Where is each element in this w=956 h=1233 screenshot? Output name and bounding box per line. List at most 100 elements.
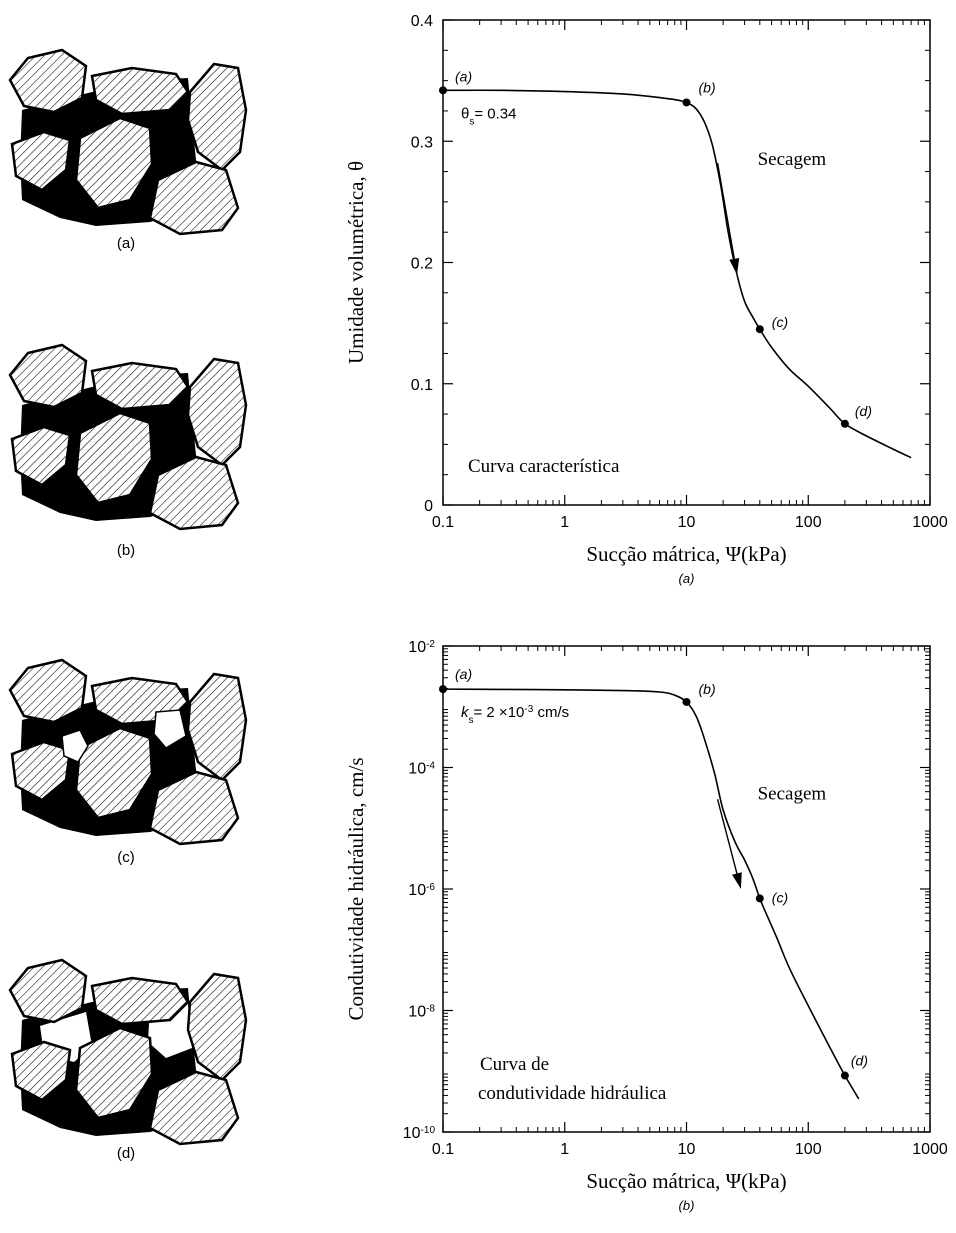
x-tick-label: 1000 — [912, 1141, 948, 1158]
tick-base: 10 — [408, 639, 426, 656]
drying-arrow — [716, 162, 735, 259]
soil-grain — [8, 343, 88, 409]
plot-frame — [442, 19, 931, 506]
soil-grain — [74, 726, 154, 820]
soil-caption-a: (a) — [117, 235, 135, 252]
curve-points: (a) (b) (c) (d) — [439, 68, 872, 428]
chart-caption: (b) — [679, 1198, 695, 1213]
tick-exponent: -2 — [426, 639, 435, 650]
subscript-s: s — [469, 715, 474, 726]
curve-name: Curva característica — [468, 456, 620, 477]
saturated-value: = 0.34 — [474, 105, 516, 122]
y-tick-label: 10-2 — [408, 639, 435, 657]
drying-arrow — [716, 799, 738, 874]
curve-point — [439, 685, 447, 694]
soil-grain — [74, 116, 154, 210]
point-label: (b) — [699, 79, 716, 95]
curve-point — [439, 86, 447, 95]
tick-exponent: -4 — [426, 760, 435, 771]
air-bubble — [61, 729, 89, 763]
point-label: (b) — [699, 681, 716, 697]
soil-grain — [148, 160, 240, 236]
x-tick-label: 0.1 — [432, 514, 454, 531]
soil-grain — [10, 130, 72, 192]
tick-exponent: -8 — [426, 1003, 435, 1014]
soil-grain — [186, 62, 248, 172]
soil-grain — [8, 958, 88, 1024]
soil-grain — [148, 1070, 240, 1146]
soil-grain — [10, 425, 72, 487]
y-tick-label: 0 — [424, 498, 433, 515]
soil-grain — [186, 672, 248, 782]
soil-caption-d: (d) — [117, 1145, 135, 1162]
x-tick-label: 1 — [560, 1141, 569, 1158]
y-axis-label: Condutividade hidráulica, cm/s — [344, 757, 368, 1020]
tick-base: 10 — [403, 1125, 421, 1142]
tick-exponent: -6 — [426, 882, 435, 893]
drying-arrowhead — [732, 872, 742, 889]
soil-caption-c: (c) — [117, 849, 135, 866]
saturated-water-content: θs= 0.34 — [461, 105, 516, 127]
saturated-conductivity: ks= 2 ×10-3 cm/s — [461, 704, 569, 726]
curve-point — [840, 1071, 849, 1080]
soil-grain — [74, 411, 154, 505]
soil-grain — [148, 455, 240, 531]
soil-grain — [8, 658, 88, 724]
soil-panel-a — [8, 48, 248, 236]
soil-caption-b: (b) — [117, 542, 135, 559]
tick-exponent: -10 — [421, 1125, 436, 1136]
soil-grain — [8, 48, 88, 114]
x-axis-label: Sucção mátrica, Ψ(kPa) — [586, 1169, 786, 1193]
x-tick-label: 10 — [678, 1141, 696, 1158]
tick-base: 10 — [408, 761, 426, 778]
soil-grain — [74, 1026, 154, 1120]
y-tick-label: 0.4 — [411, 13, 433, 30]
soil-grain — [90, 66, 190, 116]
x-tick-label: 10 — [678, 514, 696, 531]
point-label: (a) — [455, 666, 472, 682]
curve-point — [840, 419, 849, 428]
y-tick-label: 10-4 — [408, 760, 435, 778]
curve-point — [755, 325, 764, 334]
soil-grain — [90, 976, 190, 1026]
x-axis-label: Sucção mátrica, Ψ(kPa) — [586, 542, 786, 566]
curve-points: (a) (b) (c) (d) — [439, 666, 868, 1080]
curve-name-line2: condutividade hidráulica — [478, 1083, 667, 1104]
soil-panel-b — [8, 343, 248, 531]
curve-point — [755, 894, 764, 903]
x-tick-label: 100 — [795, 514, 822, 531]
soil-grain — [186, 972, 248, 1082]
soil-grain — [10, 1040, 72, 1102]
y-tick-label: 0.2 — [411, 256, 433, 273]
curve-point — [682, 697, 691, 706]
x-tick-label: 100 — [795, 1141, 822, 1158]
theta-symbol: θ — [461, 105, 469, 122]
point-label: (d) — [855, 403, 872, 419]
tick-base: 10 — [408, 882, 426, 899]
y-axis-label: Umidade volumétrica, θ — [344, 161, 368, 364]
curve-name-line1: Curva de — [480, 1054, 549, 1075]
point-label: (c) — [772, 889, 788, 905]
y-tick-label: 10-8 — [408, 1003, 435, 1021]
soil-water-characteristic-curve — [442, 89, 912, 459]
saturated-value: = 2 ×10 — [474, 704, 525, 721]
chart-caption: (a) — [679, 571, 695, 586]
k-symbol: k — [461, 704, 470, 721]
hydraulic-conductivity-curve — [442, 688, 860, 1100]
soil-panel-d — [8, 958, 248, 1146]
point-label: (a) — [455, 68, 472, 84]
soil-grain — [148, 770, 240, 846]
x-tick-label: 0.1 — [432, 1141, 454, 1158]
unit: cm/s — [533, 704, 569, 721]
y-tick-label: 10-10 — [403, 1125, 436, 1143]
y-tick-label: 0.1 — [411, 377, 433, 394]
subscript-s: s — [469, 116, 474, 127]
drying-label: Secagem — [758, 149, 827, 170]
soil-grain — [90, 361, 190, 411]
y-tick-label: 10-6 — [408, 882, 435, 900]
